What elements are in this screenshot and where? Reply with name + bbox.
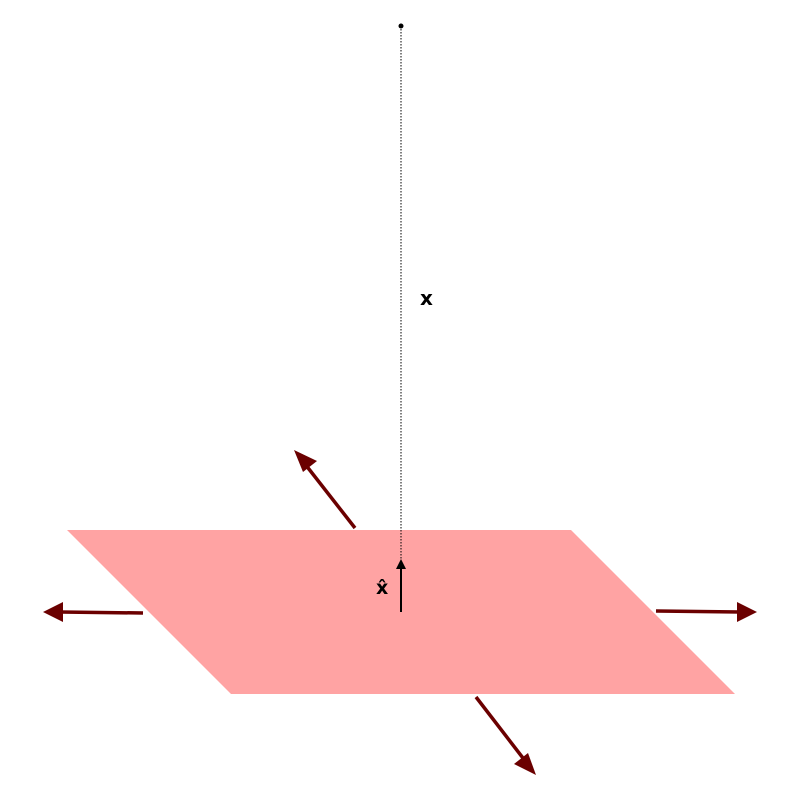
arrow-left [43, 602, 144, 622]
unit-vector-arrowhead [396, 559, 406, 569]
vector-x-label: x [420, 286, 433, 310]
arrow-up-left [294, 450, 357, 530]
vector-tip-point [398, 23, 404, 29]
arrow-down-right [474, 695, 536, 775]
unit-vector-label: x̂ [376, 577, 388, 599]
arrow-right [655, 602, 757, 622]
